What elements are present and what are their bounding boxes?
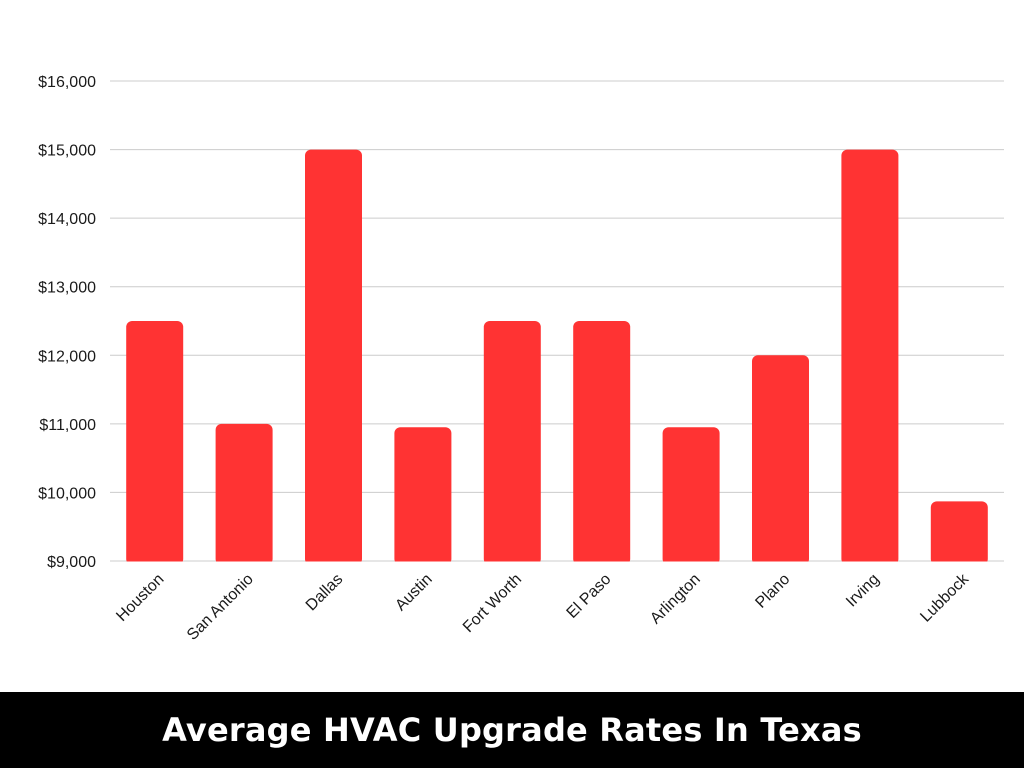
- y-tick-label: $13,000: [38, 280, 96, 297]
- x-category-label: Austin: [392, 571, 435, 614]
- bar-austin: [394, 427, 452, 565]
- y-tick-label: $15,000: [38, 143, 96, 160]
- x-category-label: Houston: [113, 571, 167, 625]
- x-category-label: Arlington: [647, 571, 704, 628]
- bar-lubbock: [930, 501, 988, 565]
- bar-arlington: [662, 427, 720, 565]
- bar-dallas: [305, 149, 362, 566]
- x-category-label: Dallas: [303, 571, 346, 614]
- y-tick-label: $14,000: [38, 211, 96, 228]
- y-tick-label: $16,000: [38, 74, 96, 91]
- y-tick-label: $11,000: [39, 417, 96, 434]
- x-category-label: San Antonio: [184, 571, 257, 644]
- bar-chart: $9,000 $10,000 $11,000 $12,000 $13,000 $14,00…: [38, 74, 1004, 644]
- bars: [110, 149, 1004, 568]
- x-category-label: El Paso: [564, 571, 615, 622]
- x-category-label: Lubbock: [917, 570, 973, 626]
- x-axis-category-labels: Houston San Antonio Dallas Austin Fort Worth…: [113, 570, 972, 644]
- y-axis-tick-labels: $9,000 $10,000 $11,000 $12,000 $13,000 $14,00…: [38, 74, 96, 571]
- baseline-mask: [110, 561, 1004, 568]
- y-tick-label: $12,000: [38, 348, 96, 365]
- y-tick-label: $10,000: [38, 485, 96, 502]
- x-category-label: Fort Worth: [460, 571, 525, 636]
- x-category-label: Irving: [843, 571, 883, 611]
- y-tick-label: $9,000: [47, 554, 96, 571]
- title-bar: Average HVAC Upgrade Rates In Texas: [0, 692, 1024, 768]
- chart-canvas: $9,000 $10,000 $11,000 $12,000 $13,000 $14,00…: [38, 74, 1004, 644]
- bar-fort-worth: [483, 321, 541, 565]
- bar-san-antonio: [215, 423, 273, 565]
- bar-el-paso: [573, 321, 631, 565]
- chart-title: Average HVAC Upgrade Rates In Texas: [162, 711, 862, 749]
- x-category-label: Plano: [752, 571, 793, 612]
- bar-plano: [752, 355, 809, 565]
- bar-houston: [126, 321, 184, 565]
- bar-irving: [841, 149, 899, 566]
